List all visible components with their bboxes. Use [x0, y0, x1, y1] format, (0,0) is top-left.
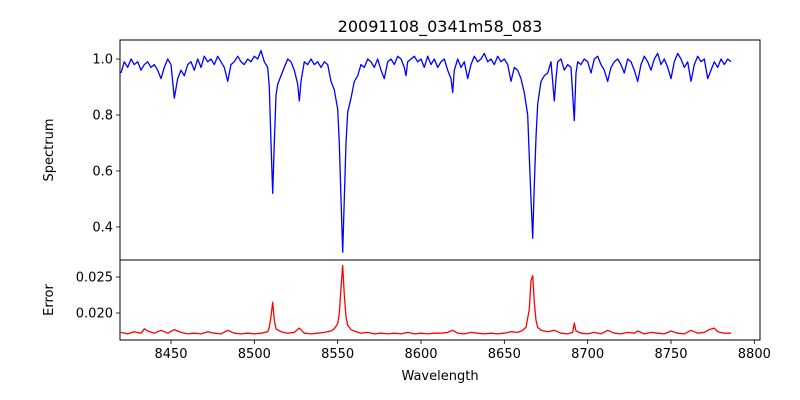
error-line [120, 264, 731, 335]
x-tick-label: 8600 [404, 347, 437, 362]
spectrum-line [120, 49, 732, 253]
x-tick-label: 8700 [571, 347, 604, 362]
x-tick-label: 8800 [738, 347, 771, 362]
x-tick-label: 8750 [654, 347, 687, 362]
error-axes-frame [119, 259, 761, 341]
x-tick-label: 8650 [488, 347, 521, 362]
x-tick-label: 8550 [321, 347, 354, 362]
x-tick-label: 8500 [238, 347, 271, 362]
y-tick-label: 0.8 [92, 109, 113, 124]
y-tick-label: 0.025 [76, 270, 113, 285]
y-tick-label: 1.0 [92, 53, 113, 68]
x-axis-label: Wavelength [401, 369, 478, 384]
y-axis-label-error: Error [42, 284, 57, 316]
spectrum-axes-frame [119, 39, 761, 261]
y-tick-label: 0.6 [92, 164, 113, 179]
y-tick-label: 0.4 [92, 220, 113, 235]
x-tick-label: 8450 [154, 347, 187, 362]
y-axis-label-spectrum: Spectrum [42, 119, 57, 182]
y-tick-label: 0.020 [76, 306, 113, 321]
chart-title: 20091108_0341m58_083 [338, 17, 543, 37]
